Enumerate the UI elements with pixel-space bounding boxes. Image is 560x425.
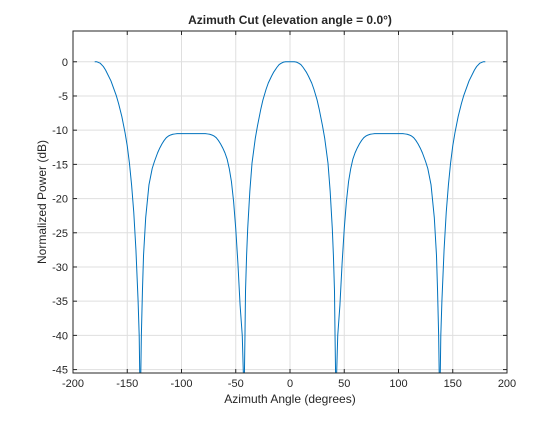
series-layer — [94, 61, 486, 374]
y-tick-label: -15 — [52, 159, 68, 171]
y-tick-label: -30 — [52, 262, 68, 274]
x-tick-label: -100 — [170, 378, 192, 390]
y-tick-label: -45 — [52, 365, 68, 377]
y-tick-label: -5 — [58, 91, 68, 103]
x-tick-label: 0 — [287, 378, 293, 390]
y-tick-label: -40 — [52, 330, 68, 342]
x-axis-ticks: -200 -150 -100 -50 0 50 100 150 200 — [62, 31, 516, 390]
y-tick-label: -20 — [52, 194, 68, 206]
x-tick-label: 200 — [498, 378, 516, 390]
y-tick-label: 0 — [62, 57, 68, 69]
x-tick-label: -50 — [228, 378, 244, 390]
y-axis-ticks: 0 -5 -10 -15 -20 -25 -30 -35 -40 -45 — [52, 57, 507, 377]
x-axis-label: Azimuth Angle (degrees) — [224, 392, 355, 406]
y-tick-label: -25 — [52, 228, 68, 240]
y-axis-label: Normalized Power (dB) — [35, 140, 49, 264]
chart-title: Azimuth Cut (elevation angle = 0.0°) — [188, 13, 392, 27]
x-tick-label: -200 — [62, 378, 84, 390]
series-line-1 — [94, 61, 486, 374]
y-tick-label: -10 — [52, 125, 68, 137]
y-tick-label: -35 — [52, 296, 68, 308]
x-tick-label: 100 — [389, 378, 407, 390]
x-tick-label: 50 — [338, 378, 350, 390]
x-tick-label: -150 — [116, 378, 138, 390]
x-tick-label: 150 — [444, 378, 462, 390]
